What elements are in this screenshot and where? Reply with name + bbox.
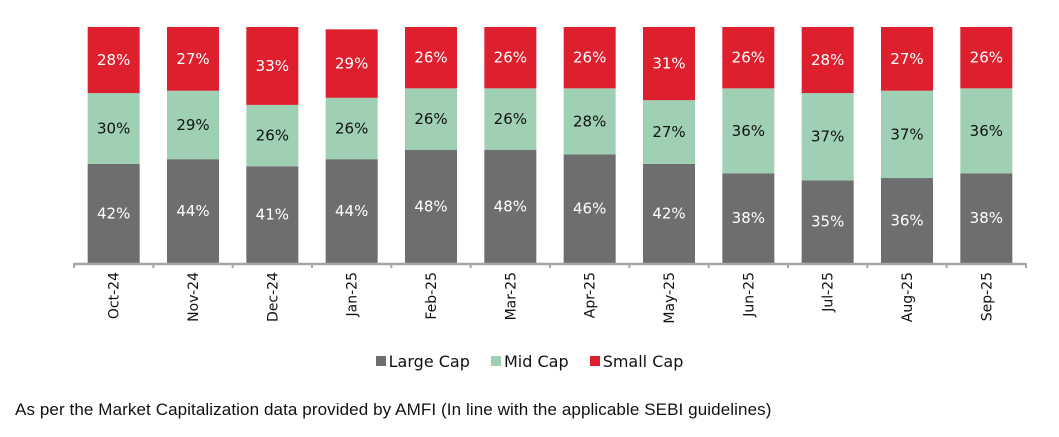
- bar-segment-small-cap-jan-25: [325, 29, 378, 98]
- data-label-large-cap-jan-25: 44%: [335, 202, 368, 220]
- x-tick-label-nov-24: Nov-24: [186, 272, 202, 322]
- stacked-bar-chart: 42% 30% 28% 44% 29% 27% 41% 26% 33% 44% 26% 29% 48% 2…: [73, 27, 1027, 324]
- bar-segment-mid-cap-sep-25: [960, 88, 1013, 174]
- bar-segment-large-cap-apr-25: [563, 154, 616, 263]
- legend-item-small-cap: Small Cap: [589, 351, 684, 371]
- bar-segment-large-cap-jul-25: [801, 180, 854, 263]
- x-tick-label-feb-25: Feb-25: [424, 272, 440, 320]
- bar-segment-mid-cap-jun-25: [722, 88, 775, 174]
- data-label-large-cap-feb-25: 48%: [414, 197, 447, 215]
- bar-segment-mid-cap-dec-24: [246, 104, 299, 167]
- data-label-mid-cap-sep-25: 36%: [970, 122, 1003, 140]
- data-label-mid-cap-jul-25: 37%: [811, 128, 844, 146]
- bar-segment-small-cap-sep-25: [960, 27, 1013, 89]
- data-label-small-cap-jan-25: 29%: [335, 55, 368, 73]
- legend-swatch-small-cap: [589, 356, 600, 366]
- bar-segment-large-cap-nov-24: [167, 159, 219, 263]
- x-tick-label-aug-25: Aug-25: [900, 272, 916, 322]
- legend-swatch-large-cap: [375, 356, 386, 366]
- x-tick-label-jan-25: Jan-25: [345, 272, 361, 317]
- x-tick-label-dec-24: Dec-24: [265, 272, 281, 322]
- x-tick-label-may-25: May-25: [662, 272, 678, 324]
- legend-item-mid-cap: Mid Cap: [490, 351, 569, 371]
- bars-group: 42% 30% 28% 44% 29% 27% 41% 26% 33% 44% 26% 29% 48% 2…: [87, 27, 1013, 263]
- data-label-large-cap-jul-25: 35%: [811, 213, 844, 231]
- bar-segment-small-cap-oct-24: [87, 27, 140, 94]
- bar-segment-small-cap-feb-25: [405, 27, 457, 89]
- data-label-mid-cap-apr-25: 28%: [573, 112, 606, 130]
- x-axis: [73, 262, 1027, 268]
- data-label-large-cap-mar-25: 48%: [494, 197, 527, 215]
- bar-segment-large-cap-dec-24: [246, 166, 299, 263]
- legend-item-large-cap: Large Cap: [375, 351, 470, 371]
- bar-segment-large-cap-feb-25: [405, 149, 457, 263]
- legend-swatch-mid-cap: [490, 356, 501, 366]
- bar-segment-mid-cap-jul-25: [801, 93, 854, 181]
- data-label-mid-cap-aug-25: 37%: [890, 125, 923, 143]
- bar-segment-large-cap-mar-25: [484, 149, 537, 263]
- bar-segment-small-cap-mar-25: [484, 27, 537, 89]
- data-label-mid-cap-nov-24: 29%: [176, 116, 209, 134]
- data-label-small-cap-dec-24: 33%: [256, 57, 289, 75]
- data-label-small-cap-oct-24: 28%: [97, 51, 130, 69]
- bar-segment-large-cap-may-25: [643, 163, 695, 263]
- bar-segment-small-cap-dec-24: [246, 27, 299, 105]
- bar-segment-large-cap-oct-24: [87, 163, 140, 263]
- bar-segment-small-cap-jul-25: [801, 27, 854, 94]
- data-label-small-cap-feb-25: 26%: [414, 49, 447, 67]
- bar-segment-small-cap-nov-24: [167, 27, 219, 91]
- bar-segment-small-cap-jun-25: [722, 27, 775, 89]
- data-label-mid-cap-dec-24: 26%: [256, 127, 289, 145]
- data-label-mid-cap-jan-25: 26%: [335, 119, 368, 137]
- bar-segment-mid-cap-nov-24: [167, 90, 219, 160]
- data-label-large-cap-dec-24: 41%: [256, 206, 289, 224]
- data-label-large-cap-jun-25: 38%: [732, 209, 765, 227]
- bar-segment-large-cap-jun-25: [722, 173, 775, 263]
- data-label-large-cap-sep-25: 38%: [970, 209, 1003, 227]
- data-label-small-cap-jun-25: 26%: [732, 49, 765, 67]
- x-tick-label-apr-25: Apr-25: [583, 272, 599, 318]
- bar-segment-mid-cap-may-25: [643, 100, 695, 164]
- data-label-small-cap-aug-25: 27%: [890, 50, 923, 68]
- data-label-large-cap-apr-25: 46%: [573, 200, 606, 218]
- data-label-small-cap-mar-25: 26%: [494, 49, 527, 67]
- data-label-small-cap-nov-24: 27%: [176, 50, 209, 68]
- bar-segment-large-cap-aug-25: [881, 178, 933, 263]
- data-label-mid-cap-feb-25: 26%: [414, 110, 447, 128]
- data-label-small-cap-jul-25: 28%: [811, 51, 844, 69]
- data-label-mid-cap-may-25: 27%: [652, 123, 685, 141]
- bar-segment-small-cap-may-25: [643, 27, 695, 101]
- legend-label-mid-cap: Mid Cap: [503, 351, 569, 371]
- bar-segment-mid-cap-feb-25: [405, 88, 457, 150]
- bar-segment-large-cap-sep-25: [960, 173, 1013, 263]
- data-label-large-cap-nov-24: 44%: [176, 202, 209, 220]
- x-tick-label-jul-25: Jul-25: [821, 272, 837, 313]
- bar-segment-mid-cap-oct-24: [87, 93, 140, 164]
- x-tick-label-oct-24: Oct-24: [107, 272, 123, 319]
- bar-segment-mid-cap-jan-25: [325, 97, 378, 160]
- data-label-large-cap-may-25: 42%: [652, 204, 685, 222]
- data-label-large-cap-aug-25: 36%: [890, 212, 923, 230]
- footnote: As per the Market Capitalization data pr…: [15, 400, 772, 419]
- data-label-mid-cap-jun-25: 36%: [732, 122, 765, 140]
- bar-segment-mid-cap-mar-25: [484, 88, 537, 150]
- bar-segment-mid-cap-apr-25: [563, 88, 616, 155]
- data-label-small-cap-may-25: 31%: [652, 55, 685, 73]
- x-tick-label-jun-25: Jun-25: [741, 272, 757, 318]
- bar-segment-large-cap-jan-25: [325, 159, 378, 263]
- data-label-mid-cap-oct-24: 30%: [97, 119, 130, 137]
- legend: Large Cap Mid Cap Small Cap: [0, 351, 1059, 371]
- data-label-small-cap-sep-25: 26%: [970, 49, 1003, 67]
- bar-segment-mid-cap-aug-25: [881, 90, 933, 179]
- data-label-large-cap-oct-24: 42%: [97, 204, 130, 222]
- data-label-small-cap-apr-25: 26%: [573, 49, 606, 67]
- x-tick-label-mar-25: Mar-25: [503, 272, 519, 320]
- x-tick-labels: Oct-24 Nov-24 Dec-24 Jan-25 Feb-25 Mar-25 Apr-…: [107, 272, 996, 324]
- bar-segment-small-cap-aug-25: [881, 27, 933, 91]
- legend-label-large-cap: Large Cap: [388, 351, 470, 371]
- data-label-mid-cap-mar-25: 26%: [494, 110, 527, 128]
- bar-segment-small-cap-apr-25: [563, 27, 616, 89]
- x-tick-label-sep-25: Sep-25: [979, 272, 995, 321]
- legend-label-small-cap: Small Cap: [602, 351, 684, 371]
